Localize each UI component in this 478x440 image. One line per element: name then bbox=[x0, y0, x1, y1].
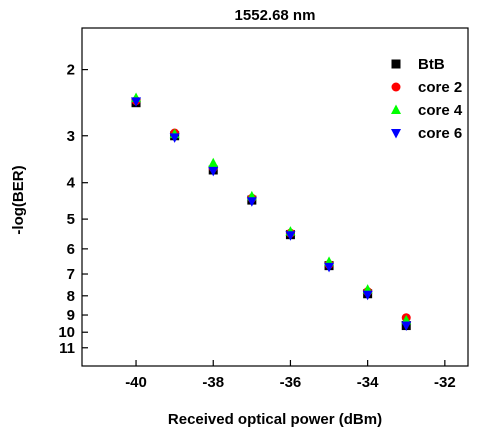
legend-label-core-4: core 4 bbox=[418, 102, 463, 119]
point-core-6 bbox=[324, 262, 335, 273]
legend-marker-core-6 bbox=[391, 129, 401, 139]
y-tick-label: 5 bbox=[67, 211, 75, 228]
x-tick-label: -32 bbox=[434, 374, 456, 391]
point-core-6 bbox=[401, 321, 412, 332]
x-tick-label: -34 bbox=[357, 374, 379, 391]
y-axis-label: -log(BER) bbox=[10, 165, 27, 234]
data-points bbox=[131, 92, 412, 332]
legend-marker-btb bbox=[391, 59, 401, 69]
y-tick-label: 8 bbox=[67, 288, 75, 305]
point-core-6 bbox=[169, 133, 180, 143]
legend: BtB core 2 core 4 core 6 bbox=[391, 56, 463, 142]
y-tick-label: 7 bbox=[67, 266, 75, 283]
legend-label-core-2: core 2 bbox=[418, 79, 462, 96]
point-core-6 bbox=[208, 166, 219, 177]
y-tick-label: 9 bbox=[67, 307, 75, 324]
x-tick-label: -36 bbox=[280, 374, 302, 391]
y-tick-label: 4 bbox=[67, 175, 76, 192]
x-axis-ticks: -40 -38 -36 -34 -32 bbox=[125, 360, 456, 391]
x-tick-label: -38 bbox=[202, 374, 224, 391]
legend-label-btb: BtB bbox=[418, 56, 445, 73]
point-core-6 bbox=[362, 290, 373, 301]
point-core-4 bbox=[208, 157, 219, 168]
y-tick-label: 2 bbox=[67, 62, 75, 79]
y-tick-label: 3 bbox=[67, 128, 75, 145]
point-core-6 bbox=[131, 97, 142, 107]
x-tick-label: -40 bbox=[125, 374, 147, 391]
legend-marker-core-4 bbox=[391, 104, 401, 114]
y-tick-label: 11 bbox=[59, 340, 75, 357]
y-tick-label: 10 bbox=[58, 324, 75, 341]
x-axis-label: Received optical power (dBm) bbox=[168, 411, 382, 428]
legend-marker-core-2 bbox=[391, 82, 401, 92]
point-core-6 bbox=[285, 231, 296, 241]
plot-frame bbox=[81, 27, 469, 367]
point-core-6 bbox=[246, 197, 257, 207]
chart-title: 1552.68 nm bbox=[235, 7, 316, 24]
y-tick-label: 6 bbox=[67, 241, 75, 258]
legend-label-core-6: core 6 bbox=[418, 125, 462, 142]
